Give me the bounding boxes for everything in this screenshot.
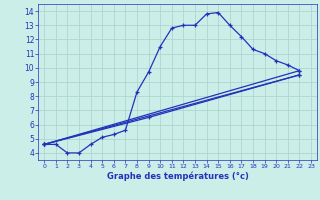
X-axis label: Graphe des températures (°c): Graphe des températures (°c): [107, 172, 249, 181]
